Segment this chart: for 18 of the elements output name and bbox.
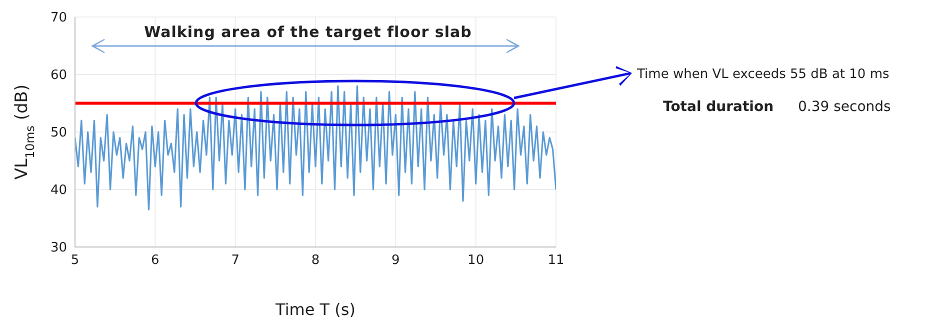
text: 0.39 seconds <box>798 99 891 115</box>
x-tick-label: 9 <box>392 253 400 268</box>
x-tick-label: 11 <box>548 253 564 268</box>
line-series <box>75 85 556 210</box>
x-tick-label: 10 <box>468 253 484 268</box>
x-tick-label: 6 <box>151 253 160 268</box>
text: Time when VL exceeds 55 dB at 10 ms <box>636 67 890 82</box>
y-tick-label: 30 <box>50 240 67 256</box>
annotation: Walking area of the target floor slab <box>144 23 472 41</box>
y-tick-label: 40 <box>50 183 67 198</box>
text: Total duration <box>663 99 774 115</box>
y-tick-label: 60 <box>50 68 67 84</box>
x-tick-label: 5 <box>70 253 80 268</box>
x-axis-title: Time T (s) <box>274 300 356 319</box>
y-tick-label: 70 <box>50 10 67 26</box>
x-tick-label: 8 <box>311 253 320 268</box>
x-tick-label: 7 <box>231 253 240 268</box>
y-tick-label: 50 <box>50 126 67 141</box>
